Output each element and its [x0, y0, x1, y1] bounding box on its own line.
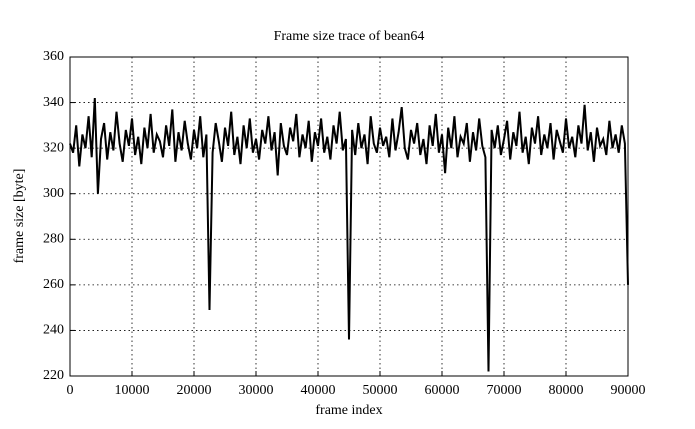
x-tick-label: 10000: [115, 383, 150, 398]
y-axis-label: frame size [byte]: [12, 169, 27, 264]
y-tick-label: 320: [43, 140, 64, 155]
x-tick-label: 90000: [611, 383, 646, 398]
x-tick-label: 30000: [239, 383, 274, 398]
x-tick-label: 80000: [549, 383, 584, 398]
x-tick-label: 20000: [177, 383, 212, 398]
x-tick-label: 40000: [301, 383, 336, 398]
y-tick-label: 280: [43, 232, 64, 247]
y-tick-label: 220: [43, 368, 64, 383]
chart-title: Frame size trace of bean64: [274, 29, 425, 44]
x-tick-label: 50000: [363, 383, 398, 398]
x-tick-label: 60000: [425, 383, 460, 398]
y-tick-label: 260: [43, 277, 64, 292]
y-tick-label: 300: [43, 186, 64, 201]
x-tick-label: 0: [67, 383, 74, 398]
x-axis-label: frame index: [315, 403, 382, 418]
y-tick-label: 360: [43, 49, 64, 64]
y-tick-label: 240: [43, 323, 64, 338]
trace-line: [69, 97, 629, 372]
x-tick-label: 70000: [487, 383, 522, 398]
y-tick-label: 340: [43, 95, 64, 110]
